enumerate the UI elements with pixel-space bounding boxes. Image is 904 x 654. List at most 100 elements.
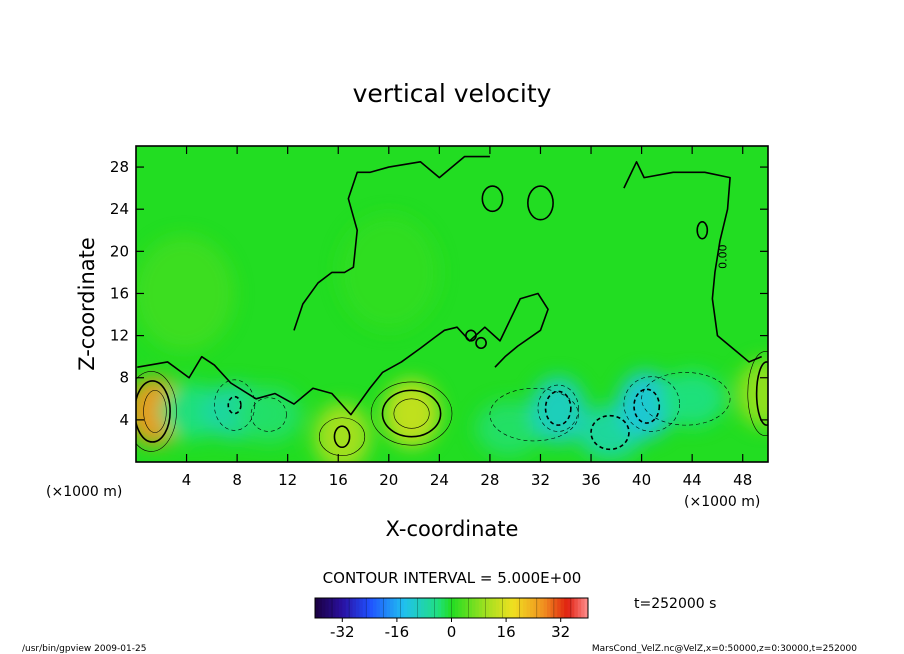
colorbar-cell [560, 598, 565, 618]
contour-line [481, 185, 504, 213]
x-tick-label: 48 [733, 471, 752, 489]
colorbar-cell [495, 598, 500, 618]
colorbar-cell [475, 598, 480, 618]
colorbar-cell [386, 598, 391, 618]
colorbar-cell [581, 598, 585, 618]
x-tick-label: 28 [480, 471, 499, 489]
colorbar-cell [362, 598, 367, 618]
colorbar-cell [454, 598, 459, 618]
colorbar-cell [390, 598, 394, 618]
x-tick-label: 20 [379, 471, 398, 489]
field-feature [617, 371, 674, 439]
colorbar-cell [468, 598, 473, 618]
colorbar-cell [540, 598, 544, 618]
colorbar-cell [574, 598, 579, 618]
x-tick-label: 44 [683, 471, 702, 489]
colorbar-cell [424, 598, 428, 618]
contour-line [696, 221, 709, 240]
colorbar-cell [369, 598, 374, 618]
colorbar-cell [550, 598, 555, 618]
contour-line [489, 387, 579, 442]
colorbar-cell [506, 598, 510, 618]
colorbar-cell [519, 598, 524, 618]
colorbar-cell [564, 598, 568, 618]
contour-line [747, 351, 768, 436]
field-feature [383, 379, 440, 448]
footer-right: MarsCond_VelZ.nc@VelZ,x=0:50000,z=0:3000… [592, 644, 857, 654]
colorbar-ticks: -32 -16 0 16 32 [330, 618, 570, 641]
zero-contour [137, 292, 549, 416]
x-tick-label: 8 [232, 471, 242, 489]
contour-line [633, 388, 661, 424]
colorbar-cell [577, 598, 582, 618]
x-axis: 4 8 12 16 20 24 28 32 36 40 44 48 [182, 146, 752, 489]
contour-lines [136, 155, 768, 456]
colorbar-cell [557, 598, 561, 618]
colorbar-cell [352, 598, 357, 618]
colorbar-cell [373, 598, 377, 618]
x-tick-label: 32 [531, 471, 550, 489]
x-tick-label: 36 [581, 471, 600, 489]
colorbar-tick-label: 16 [497, 623, 516, 641]
colorbar-cell [393, 598, 398, 618]
colorbar-cell [471, 598, 476, 618]
colorbar-cell [315, 598, 319, 618]
contour-line [465, 329, 477, 342]
contour-line [214, 379, 256, 431]
y-tick-label: 8 [119, 369, 129, 387]
contour-label: 0.00 [716, 244, 729, 269]
colorbar-tick-label: -32 [330, 623, 355, 641]
colorbar-cell [403, 598, 408, 618]
colorbar-cell [441, 598, 445, 618]
colorbar-tick-label: 32 [551, 623, 570, 641]
colorbar-cell [342, 598, 347, 618]
chart-title: vertical velocity [353, 79, 552, 108]
field-feature [736, 359, 768, 428]
contour-line [381, 389, 442, 438]
colorbar-cell [383, 598, 387, 618]
colorbar-tick-label: 0 [447, 623, 457, 641]
plot-frame [135, 145, 769, 463]
contour-line [136, 380, 171, 443]
x-tick-label: 4 [182, 471, 192, 489]
contour-line [544, 390, 572, 426]
contour-line [590, 414, 630, 451]
colorbar-cell [512, 598, 517, 618]
colorbar-cell [458, 598, 463, 618]
field-feature [476, 400, 542, 456]
colorbar-cell [451, 598, 456, 618]
colorbar-cell [318, 598, 323, 618]
colorbar-cell [543, 598, 548, 618]
x-unit-right: (×1000 m) [684, 494, 760, 510]
contour-line [527, 185, 554, 221]
colorbar-cell [461, 598, 466, 618]
colorbar-cell [478, 598, 483, 618]
contour-line [250, 397, 287, 432]
y-axis: 4 8 12 16 20 24 28 [110, 158, 768, 429]
x-tick-label: 24 [430, 471, 449, 489]
field-feature [659, 371, 726, 427]
colorbar-cell [338, 598, 343, 618]
contour-line [393, 398, 430, 429]
colorbar-cell [437, 598, 442, 618]
contour-line [475, 336, 487, 350]
colorbar-cell [448, 598, 452, 618]
plot-area: 0.00 [135, 145, 769, 463]
contour-line [370, 381, 453, 446]
colorbar-cell [502, 598, 507, 618]
footer-left: /usr/bin/gpview 2009-01-25 [22, 644, 146, 654]
field-feature [530, 376, 586, 445]
colorbar-cell [536, 598, 541, 618]
colorbar-cell [355, 598, 360, 618]
colorbar-cell [413, 598, 418, 618]
colorbar-cell [499, 598, 503, 618]
colorbar-cell [529, 598, 534, 618]
field-feature [338, 214, 440, 331]
contour-line [755, 361, 768, 426]
colorbar: -32 -16 0 16 32 [314, 597, 589, 641]
colorbar-cell [396, 598, 401, 618]
colorbar-cell [567, 598, 572, 618]
field-feature [314, 403, 370, 462]
colorbar-cell [492, 598, 497, 618]
colorbar-cell [509, 598, 514, 618]
